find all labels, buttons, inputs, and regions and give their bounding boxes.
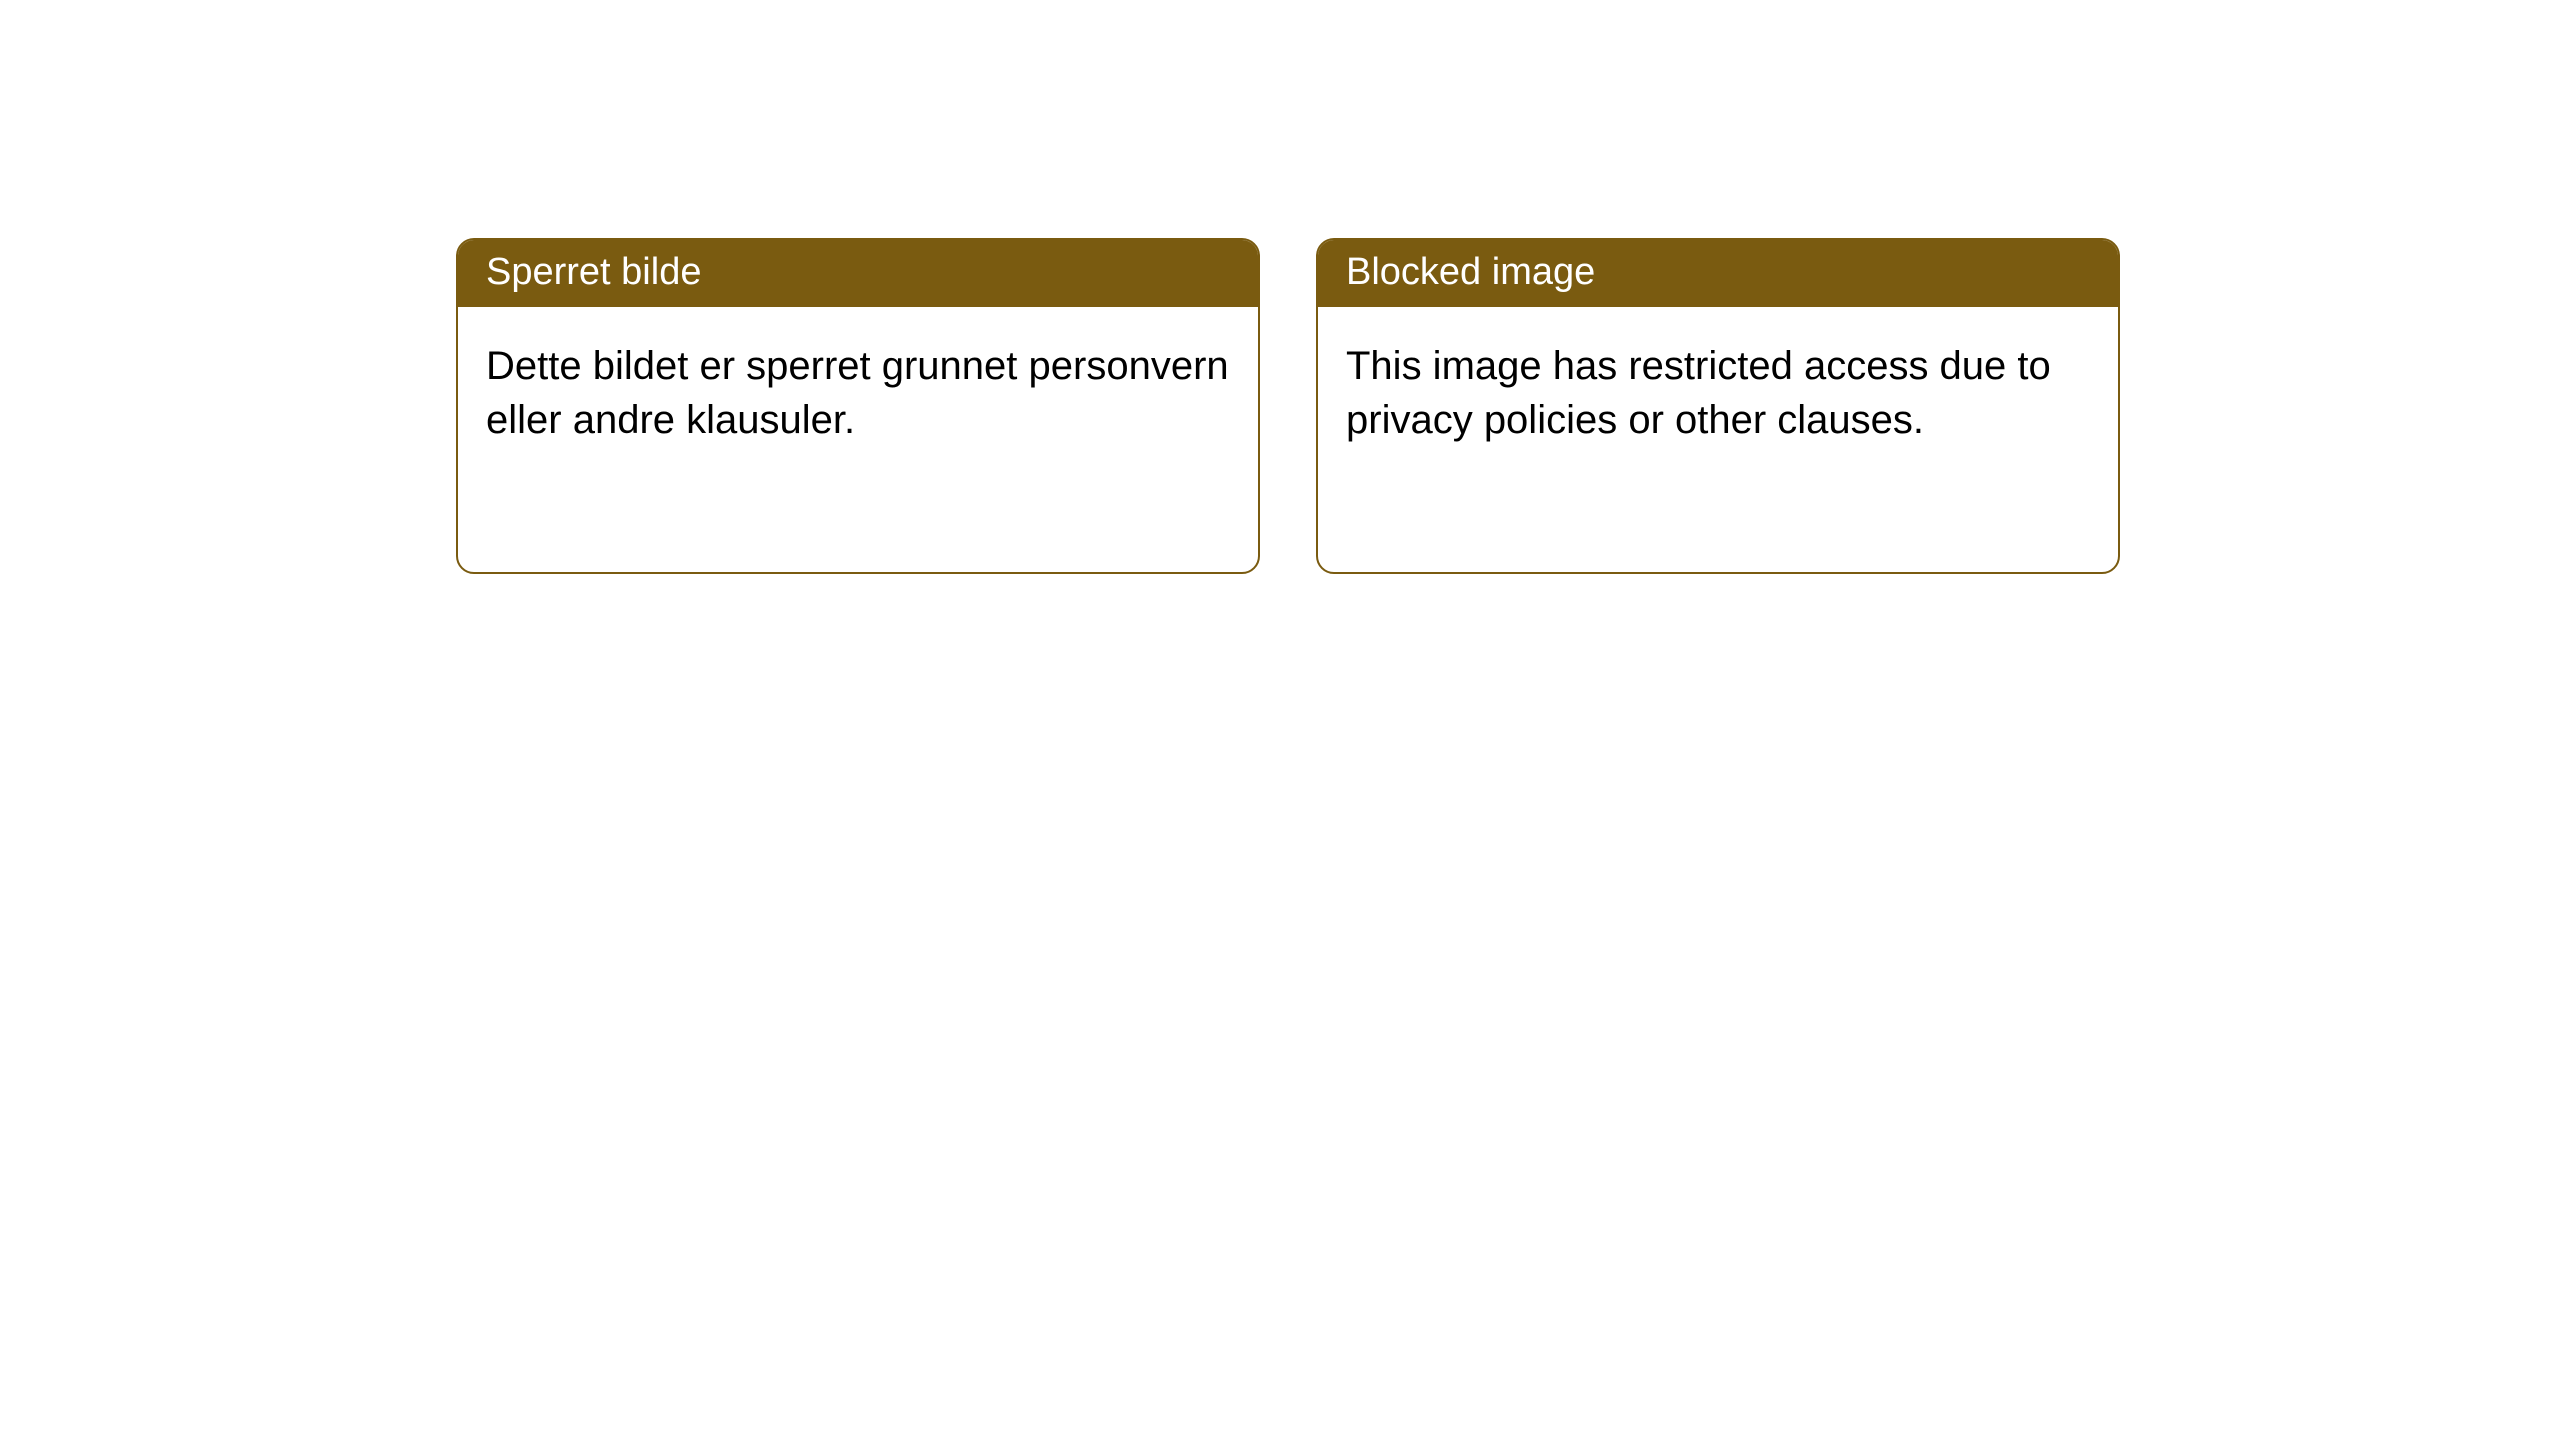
notice-header: Sperret bilde [458, 240, 1258, 307]
notice-body: Dette bildet er sperret grunnet personve… [458, 307, 1258, 479]
notice-card-norwegian: Sperret bilde Dette bildet er sperret gr… [456, 238, 1260, 574]
notice-card-english: Blocked image This image has restricted … [1316, 238, 2120, 574]
notice-body: This image has restricted access due to … [1318, 307, 2118, 479]
notice-container: Sperret bilde Dette bildet er sperret gr… [0, 0, 2560, 574]
notice-header: Blocked image [1318, 240, 2118, 307]
